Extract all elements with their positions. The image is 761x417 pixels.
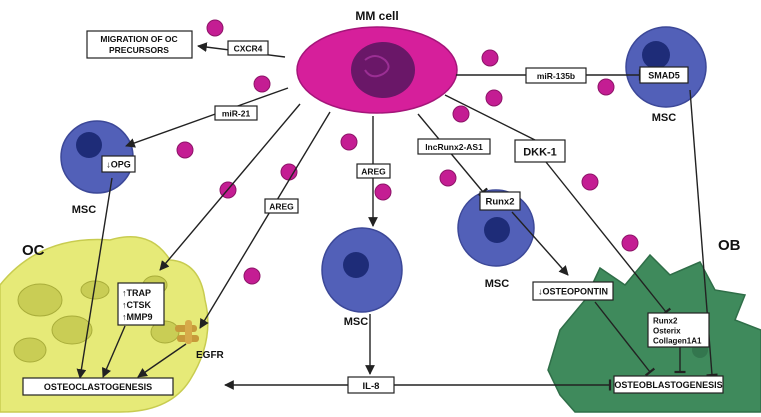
svg-text:miR-135b: miR-135b — [537, 71, 575, 81]
msc-cell-center — [321, 227, 403, 313]
areg-center-box: AREG — [356, 163, 391, 179]
svg-text:DKK-1: DKK-1 — [523, 147, 557, 159]
svg-text:lncRunx2-AS1: lncRunx2-AS1 — [425, 142, 483, 152]
msc-label-center: MSC — [344, 316, 369, 328]
svg-text:IL-8: IL-8 — [363, 381, 380, 392]
msc-label-right: MSC — [485, 278, 510, 290]
svg-text:MIGRATION OF OC: MIGRATION OF OC — [100, 34, 177, 44]
ob-factors-box: Runx2 Osterix Collagen1A1 — [647, 312, 710, 348]
osteoblastogenesis-box: OSTEOBLASTOGENESIS — [613, 375, 724, 394]
svg-text:↑MMP9: ↑MMP9 — [122, 312, 153, 322]
svg-text:Runx2: Runx2 — [485, 197, 514, 208]
svg-text:CXCR4: CXCR4 — [234, 44, 263, 54]
smad5-box: SMAD5 — [639, 66, 689, 84]
osteopontin-box: ↓OSTEOPONTIN — [532, 281, 614, 301]
svg-text:↑TRAP: ↑TRAP — [122, 288, 151, 298]
lncrunx2-as1-box: lncRunx2-AS1 — [417, 138, 491, 155]
svg-text:AREG: AREG — [361, 167, 386, 177]
svg-text:PRECURSORS: PRECURSORS — [109, 45, 169, 55]
svg-text:↑CTSK: ↑CTSK — [122, 300, 152, 310]
mir21-box: miR-21 — [214, 105, 258, 121]
opg-box: ↓OPG — [101, 155, 136, 173]
svg-text:↓OSTEOPONTIN: ↓OSTEOPONTIN — [538, 287, 608, 297]
migration-box: MIGRATION OF OC PRECURSORS — [86, 30, 193, 59]
svg-text:↓OPG: ↓OPG — [106, 160, 131, 170]
msc-label-left: MSC — [72, 204, 97, 216]
msc-label-top-right: MSC — [652, 112, 677, 124]
svg-text:OSTEOCLASTOGENESIS: OSTEOCLASTOGENESIS — [44, 382, 152, 392]
egfr-receptor-icon — [175, 320, 199, 344]
il8-box: IL-8 — [347, 376, 395, 394]
svg-text:Collagen1A1: Collagen1A1 — [653, 337, 702, 346]
connectors — [76, 42, 718, 391]
svg-text:Runx2: Runx2 — [653, 317, 678, 326]
svg-text:AREG: AREG — [269, 202, 294, 212]
ob-label: OB — [718, 237, 741, 254]
trap-ctsk-mmp9-box: ↑TRAP ↑CTSK ↑MMP9 — [117, 282, 165, 326]
cxcr4-box: CXCR4 — [227, 40, 269, 56]
mir135b-box: miR-135b — [525, 67, 587, 84]
egfr-label: EGFR — [196, 350, 225, 361]
svg-text:Osterix: Osterix — [653, 327, 681, 336]
runx2-box: Runx2 — [479, 191, 521, 211]
areg-left-box: AREG — [264, 198, 299, 214]
oc-label: OC — [22, 242, 45, 259]
svg-text:miR-21: miR-21 — [222, 109, 251, 119]
mm-cell-label: MM cell — [355, 9, 398, 23]
svg-text:OSTEOBLASTOGENESIS: OSTEOBLASTOGENESIS — [614, 380, 722, 390]
svg-text:SMAD5: SMAD5 — [648, 71, 680, 81]
osteoclast-cell — [0, 236, 209, 413]
dkk1-box: DKK-1 — [514, 139, 566, 163]
osteoclastogenesis-box: OSTEOCLASTOGENESIS — [22, 377, 174, 396]
mm-cell — [296, 26, 458, 114]
